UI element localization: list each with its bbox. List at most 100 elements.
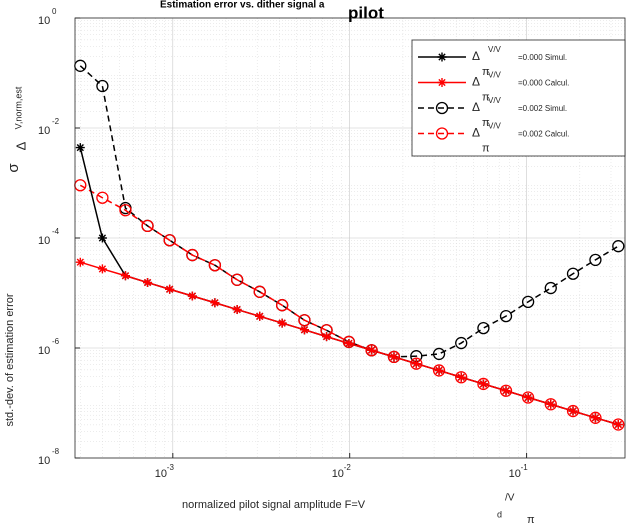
marker	[589, 411, 602, 424]
marker	[568, 406, 578, 416]
y-tick-exponent: 0	[52, 7, 57, 16]
marker	[434, 365, 444, 375]
marker	[437, 52, 447, 62]
marker	[455, 371, 468, 384]
x-tick-label: 10	[155, 468, 167, 480]
marker	[186, 248, 199, 262]
marker	[344, 338, 354, 348]
axes-box	[74, 17, 626, 459]
x-tick-exponent: -2	[344, 463, 352, 472]
marker	[590, 413, 600, 423]
marker	[544, 281, 557, 295]
legend-label: =0.002 Calcul.	[518, 130, 569, 139]
legend-prefix: V/V	[488, 71, 502, 80]
x-tick-label: 10	[509, 468, 521, 480]
legend-prefix: V/V	[488, 45, 502, 54]
marker	[96, 191, 109, 204]
x-axis-label-part: π	[527, 514, 535, 525]
legend-label: =0.000 Calcul.	[518, 79, 569, 88]
marker	[566, 267, 580, 280]
marker	[119, 204, 132, 217]
marker	[232, 305, 242, 315]
x-axis-label: normalized pilot signal amplitude F=V	[182, 499, 366, 511]
legend: Δ V/Vπ=0.000 Simul.Δ V/Vπ=0.000 Calcul.Δ V/…	[411, 39, 626, 157]
x-tick-exponent: -1	[521, 463, 529, 472]
marker	[208, 259, 222, 272]
marker	[97, 264, 107, 274]
marker	[432, 364, 446, 377]
marker	[75, 257, 85, 267]
marker	[546, 399, 556, 409]
legend-prefix: Δ	[472, 126, 480, 140]
marker	[187, 291, 197, 301]
legend-prefix: Δ	[472, 75, 480, 89]
y-tick-exponent: -4	[52, 227, 60, 236]
marker	[410, 357, 423, 370]
legend-prefix: π	[482, 91, 490, 103]
marker	[120, 271, 130, 281]
marker	[477, 321, 490, 335]
legend-label: =0.000 Simul.	[518, 53, 567, 62]
y-axis-symbol: V,norm,est	[13, 86, 23, 129]
marker	[165, 284, 175, 294]
marker	[544, 398, 557, 411]
marker	[253, 285, 266, 298]
marker	[141, 219, 154, 233]
marker	[566, 404, 580, 418]
y-tick-label: 10	[38, 235, 50, 247]
marker	[612, 418, 625, 431]
marker	[389, 352, 399, 362]
marker	[255, 311, 265, 321]
grid	[75, 17, 625, 459]
legend-prefix: Δ	[472, 100, 480, 114]
marker	[322, 332, 332, 342]
legend-prefix: π	[482, 142, 490, 154]
marker	[437, 78, 447, 87]
marker	[435, 101, 449, 115]
marker	[499, 384, 513, 397]
marker	[367, 345, 377, 355]
marker	[478, 379, 488, 389]
legend-box	[411, 39, 626, 157]
legend-prefix: V/V	[488, 96, 502, 105]
marker	[521, 295, 535, 309]
series-layer	[74, 59, 625, 431]
legend-label: =0.002 Simul.	[518, 104, 567, 113]
y-tick-label: 10	[38, 345, 50, 357]
y-tick-label: 10	[38, 15, 50, 27]
marker	[477, 377, 490, 391]
marker	[455, 336, 468, 350]
marker	[387, 350, 401, 364]
marker	[230, 273, 244, 286]
legend-prefix: Δ	[472, 49, 480, 63]
y-axis-symbol: σ	[5, 163, 22, 173]
marker	[163, 234, 176, 247]
legend-prefix: π	[482, 66, 490, 78]
legend-prefix: π	[482, 117, 490, 129]
marker	[456, 372, 466, 382]
y-tick-exponent: -6	[52, 337, 60, 346]
marker	[365, 344, 378, 357]
chart-title: Estimation error vs. dither signal a	[160, 0, 325, 11]
marker	[275, 299, 289, 312]
y-tick-exponent: -8	[52, 447, 60, 456]
y-tick-exponent: -2	[52, 117, 60, 126]
marker	[435, 127, 449, 140]
y-axis-label: std.-dev. of estimation error	[4, 293, 16, 426]
marker	[501, 386, 511, 396]
x-axis-label-part: /V	[505, 493, 515, 504]
marker	[210, 298, 220, 308]
y-axis-symbol: Δ	[13, 141, 28, 150]
marker	[143, 278, 153, 288]
marker	[612, 240, 625, 253]
x-axis-label-part: d	[497, 509, 502, 519]
marker	[521, 391, 535, 404]
marker	[411, 359, 421, 369]
x-tick-exponent: -3	[167, 463, 175, 472]
y-tick-label: 10	[38, 125, 50, 137]
chart-title-overlay: pilot	[348, 3, 384, 22]
marker	[97, 233, 107, 243]
y-tick-label: 10	[38, 455, 50, 467]
